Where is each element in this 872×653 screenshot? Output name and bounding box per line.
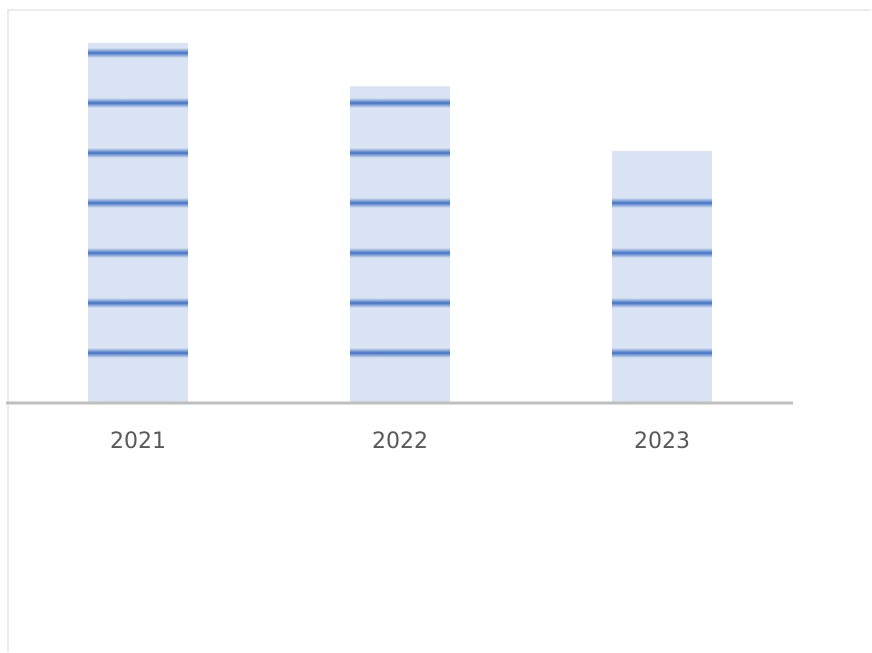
bar-stripe — [350, 298, 450, 308]
chart-frame — [7, 9, 871, 652]
bar-stripe — [350, 98, 450, 108]
x-tick-label: 2023 — [634, 429, 690, 454]
x-tick-label: 2021 — [110, 429, 166, 454]
x-tick-label: 2022 — [372, 429, 428, 454]
bar-stripe — [350, 198, 450, 208]
bar-fill — [612, 151, 712, 403]
bar-stripe — [350, 348, 450, 358]
bar-2021 — [88, 43, 188, 403]
bar-stripe — [88, 48, 188, 58]
bar-2023 — [612, 151, 712, 403]
bar-stripe — [612, 348, 712, 358]
bar-stripe — [88, 348, 188, 358]
bar-2022 — [350, 86, 450, 403]
bar-stripe — [612, 248, 712, 258]
bar-stripe — [88, 198, 188, 208]
bar-stripe — [612, 298, 712, 308]
bar-stripe — [350, 148, 450, 158]
bar-stripe — [350, 248, 450, 258]
bar-stripe — [88, 298, 188, 308]
bar-stripe — [88, 148, 188, 158]
bar-stripe — [88, 98, 188, 108]
bar-stripe — [612, 198, 712, 208]
bar-stripe — [88, 248, 188, 258]
